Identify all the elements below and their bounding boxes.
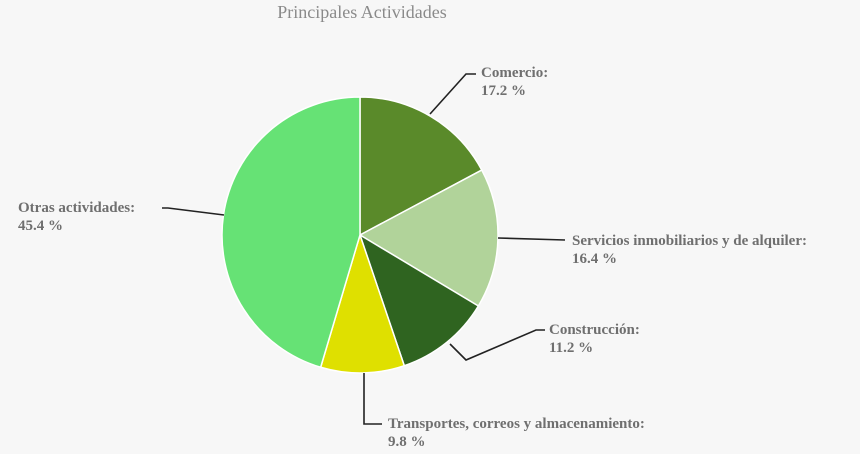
pie-slice-construccion	[358, 233, 480, 367]
slice-label-otras-actividades: Otras actividades:	[18, 200, 135, 216]
pie-slices	[221, 96, 499, 374]
pie-slice-comercio	[359, 96, 483, 237]
slice-label-construccion: Construcción:	[549, 322, 640, 338]
slice-value-construccion: 11.2 %	[549, 340, 593, 356]
leader-line-construccion	[449, 329, 545, 361]
slice-label-transportes-correos-y-almacenamiento: Transportes, correos y almacenamiento:	[388, 416, 645, 432]
leader-lines	[162, 73, 566, 425]
slice-label-servicios-inmobiliarios-y-de-alquiler: Servicios inmobiliarios y de alquiler:	[572, 233, 807, 249]
leader-line-transportes-correos-y-almacenamiento	[363, 373, 382, 425]
slice-labels: Comercio: 17.2 % Servicios inmobiliarios y…	[18, 65, 807, 450]
leader-line-otras-actividades	[162, 207, 225, 216]
pie-slice-servicios-inmobiliarios-y-de-alquiler	[358, 169, 499, 308]
slice-value-otras-actividades: 45.4 %	[18, 218, 63, 234]
slice-value-comercio: 17.2 %	[481, 83, 526, 99]
leader-line-servicios-inmobiliarios-y-de-alquiler	[497, 237, 566, 241]
pie-slice-transportes-correos-y-almacenamiento	[319, 232, 406, 374]
leader-line-comercio	[429, 73, 476, 115]
slice-value-servicios-inmobiliarios-y-de-alquiler: 16.4 %	[572, 251, 617, 267]
slice-value-transportes-correos-y-almacenamiento: 9.8 %	[388, 434, 426, 450]
chart-title: Principales Actividades	[277, 2, 446, 22]
slice-label-comercio: Comercio:	[481, 65, 548, 81]
